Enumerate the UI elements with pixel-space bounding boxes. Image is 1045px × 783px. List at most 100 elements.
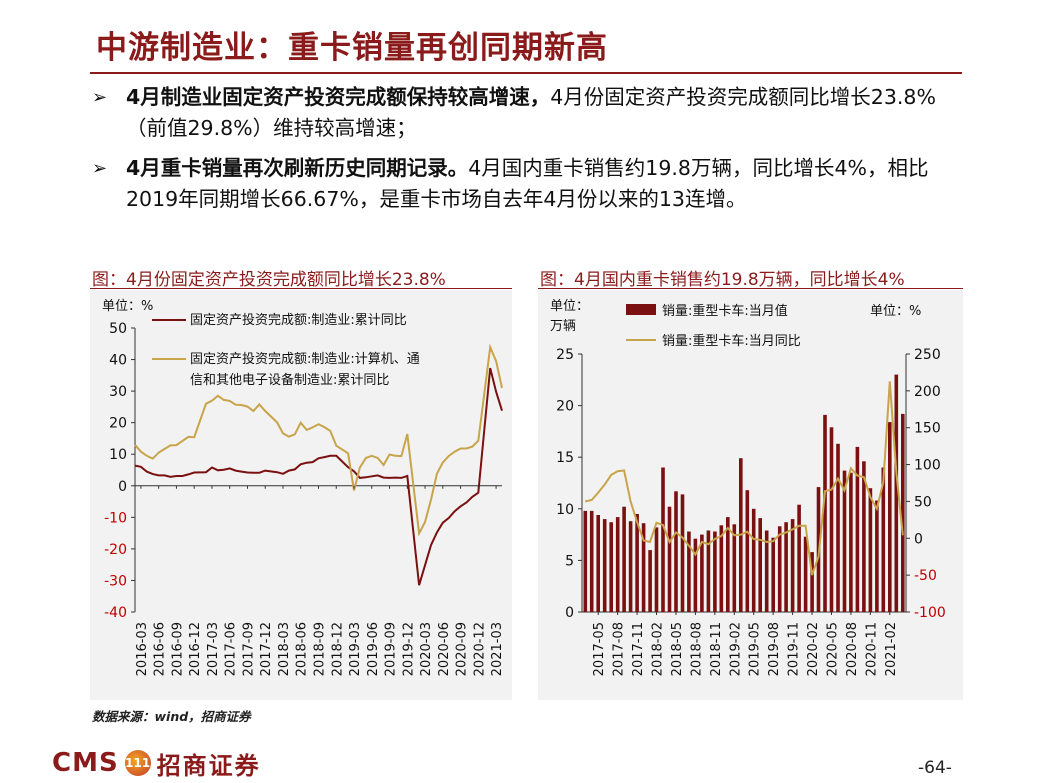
legend-label-yoy: 销量:重型卡车:当月同比 xyxy=(662,333,801,349)
right-x-tick-label: 2019-08 xyxy=(767,622,782,676)
sales-bar xyxy=(726,517,730,612)
left-x-tick-label: 2020-12 xyxy=(472,622,487,676)
data-source-note: 数据来源：wind，招商证券 xyxy=(92,709,251,724)
sales-bar xyxy=(589,510,594,612)
legend-label-manufacturing: 固定资产投资完成额:制造业:累计同比 xyxy=(190,312,407,328)
sales-bar xyxy=(810,552,814,612)
sales-bar xyxy=(764,530,769,612)
left-x-tick-label: 2016-06 xyxy=(153,622,168,676)
left-y-tick-label: -10 xyxy=(104,510,127,526)
right-left-tick-label: 20 xyxy=(556,399,574,415)
series-line-electronics xyxy=(134,343,503,537)
arrow-bullet-icon: ➢ xyxy=(92,158,108,179)
legend-label-electronics-1: 固定资产投资完成额:制造业:计算机、通 xyxy=(190,351,420,367)
sales-bar xyxy=(855,446,860,612)
right-right-tick-label: 200 xyxy=(914,384,941,400)
legend-swatch-sales xyxy=(626,304,656,315)
sales-bar xyxy=(674,491,678,612)
bullet-item-1: ➢ 4月制造业固定资产投资完成额保持较高增速，4月份固定资产投资完成额同比增长2… xyxy=(92,82,972,144)
right-right-tick-label: 0 xyxy=(914,531,923,547)
right-x-tick-label: 2020-11 xyxy=(864,622,879,676)
left-y-tick-label: -40 xyxy=(104,605,127,621)
sales-bar xyxy=(758,518,762,612)
left-y-tick-label: -20 xyxy=(104,542,127,558)
right-chart-svg: 单位： 万辆 单位：% 销量:重型卡车:当月值 销量:重型卡车:当月同比 25 2… xyxy=(550,299,946,676)
left-x-tick-label: 2018-06 xyxy=(295,622,310,676)
yoy-line xyxy=(584,381,904,576)
left-x-tick-label: 2017-06 xyxy=(224,622,239,676)
sales-bar xyxy=(777,526,782,612)
left-y-tick-label: 20 xyxy=(109,416,127,432)
left-x-tick-label: 2017-09 xyxy=(241,622,256,676)
sales-bar xyxy=(745,490,750,612)
sales-bar xyxy=(693,538,698,612)
left-chart-panel: 单位：% 固定资产投资完成额:制造业:累计同比 固定资产投资完成额:制造业:计算… xyxy=(90,290,512,700)
sales-bar xyxy=(622,506,626,612)
left-y-tick-label: 30 xyxy=(109,384,127,400)
left-x-tick-label: 2019-03 xyxy=(348,622,363,676)
page-number: -64- xyxy=(918,758,952,778)
logo-badge-icon: 111 xyxy=(124,750,151,776)
left-x-tick-label: 2019-12 xyxy=(401,622,416,676)
right-unit-left-2: 万辆 xyxy=(550,319,576,334)
bullet-body: 4月国内重卡销售约19.8万辆，同比增长4%，相比2019年同期增长66.67%… xyxy=(126,156,929,211)
right-left-tick-label: 15 xyxy=(556,450,574,466)
sales-bar xyxy=(842,470,847,612)
sales-bar xyxy=(654,527,659,612)
bullet-item-2: ➢ 4月重卡销量再次刷新历史同期记录。4月国内重卡销售约19.8万辆，同比增长4… xyxy=(92,153,972,215)
sales-bar xyxy=(583,510,588,612)
sales-bar xyxy=(602,519,607,612)
sales-bar xyxy=(894,374,899,612)
right-right-tick-label: 150 xyxy=(914,421,941,437)
sales-bar xyxy=(901,413,905,612)
bullet-lead: 4月制造业固定资产投资完成额保持较高增速， xyxy=(126,85,551,109)
left-unit-label: 单位：% xyxy=(102,299,153,314)
sales-bar xyxy=(875,500,879,612)
sales-bar xyxy=(713,531,717,612)
title-divider xyxy=(90,72,962,74)
left-x-tick-label: 2018-09 xyxy=(313,622,328,676)
left-chart-title: 图：4月份固定资产投资完成额同比增长23.8% xyxy=(92,270,446,290)
left-x-tick-label: 2018-03 xyxy=(277,622,292,676)
sales-bar xyxy=(667,506,672,612)
sales-bar xyxy=(862,461,866,612)
sales-bar xyxy=(784,522,788,612)
left-x-tick-label: 2019-06 xyxy=(366,622,381,676)
right-left-tick-label: 0 xyxy=(565,605,574,621)
sales-bar xyxy=(615,517,620,612)
left-x-tick-label: 2016-09 xyxy=(170,622,185,676)
right-right-tick-label: -100 xyxy=(914,605,946,621)
left-y-tick-label: 0 xyxy=(118,479,127,495)
left-x-tick-label: 2020-03 xyxy=(419,622,434,676)
sales-bar xyxy=(635,514,639,612)
page-title: 中游制造业：重卡销量再创同期新高 xyxy=(96,30,608,66)
left-y-tick-label: 40 xyxy=(109,353,127,369)
sales-bar xyxy=(790,519,795,612)
legend-label-electronics-2: 信和其他电子设备制造业:累计同比 xyxy=(190,372,389,388)
right-chart-panel: 单位： 万辆 单位：% 销量:重型卡车:当月值 销量:重型卡车:当月同比 25 2… xyxy=(538,290,963,700)
bullet-lead: 4月重卡销量再次刷新历史同期记录。 xyxy=(126,156,469,180)
right-x-tick-label: 2020-08 xyxy=(845,622,860,676)
left-x-tick-label: 2017-12 xyxy=(259,622,274,676)
sales-bar xyxy=(680,494,685,612)
sales-bar xyxy=(732,524,737,612)
left-chart-svg: 单位：% 固定资产投资完成额:制造业:累计同比 固定资产投资完成额:制造业:计算… xyxy=(102,299,505,676)
sales-bar xyxy=(687,531,691,612)
right-right-tick-label: 250 xyxy=(914,347,941,363)
right-x-tick-label: 2019-11 xyxy=(787,622,802,676)
left-legend: 固定资产投资完成额:制造业:累计同比 固定资产投资完成额:制造业:计算机、通 信… xyxy=(152,312,420,388)
left-x-tick-label: 2019-09 xyxy=(384,622,399,676)
left-chart-title-rule xyxy=(90,288,512,289)
cms-logo: CMS 111 招商证券 xyxy=(52,748,261,780)
sales-bar xyxy=(868,488,873,612)
sales-bar xyxy=(849,472,853,612)
sales-bar xyxy=(706,530,711,612)
right-x-tick-label: 2019-05 xyxy=(748,622,763,676)
series-line-manufacturing xyxy=(134,367,503,586)
right-unit-right: 单位：% xyxy=(870,304,921,319)
right-x-tick-label: 2019-02 xyxy=(728,622,743,676)
sales-bar xyxy=(628,521,633,612)
logo-chinese-text: 招商证券 xyxy=(156,750,261,780)
sales-bar xyxy=(641,523,646,612)
sales-bar xyxy=(596,515,600,612)
